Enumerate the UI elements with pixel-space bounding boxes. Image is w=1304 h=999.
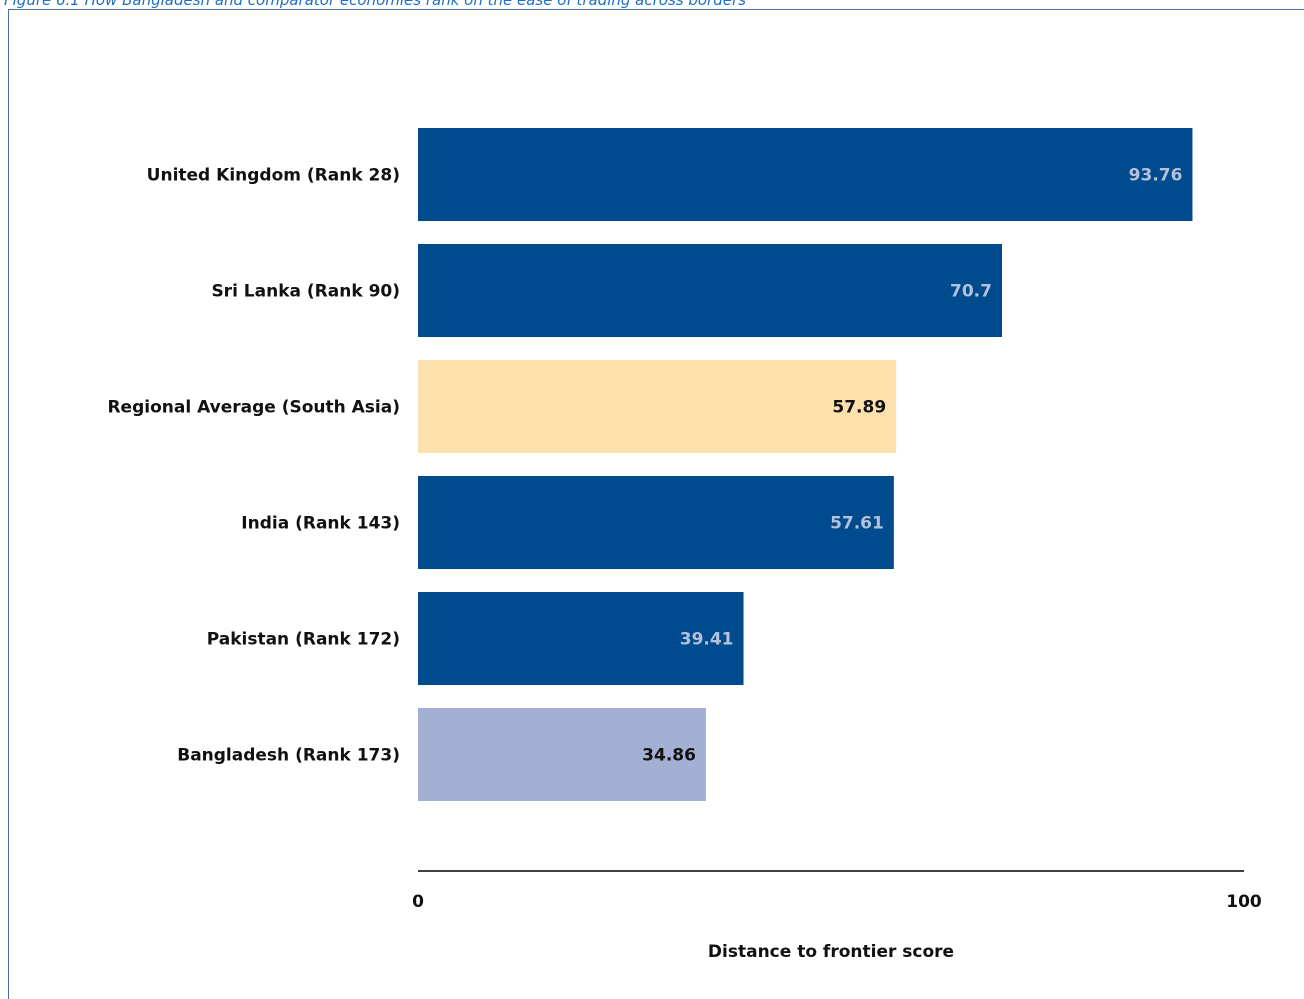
data-label-5: 34.86	[642, 746, 696, 766]
category-label-3: India (Rank 143)	[241, 514, 400, 534]
figure-frame	[8, 9, 1304, 999]
bar-4	[418, 592, 744, 685]
data-label-0: 93.76	[1129, 166, 1183, 186]
data-label-1: 70.7	[950, 282, 992, 302]
category-label-0: United Kingdom (Rank 28)	[147, 166, 400, 186]
category-label-5: Bangladesh (Rank 173)	[177, 746, 400, 766]
data-label-3: 57.61	[830, 514, 884, 534]
category-label-1: Sri Lanka (Rank 90)	[211, 282, 400, 302]
category-label-4: Pakistan (Rank 172)	[207, 630, 400, 650]
bars-layer: United Kingdom (Rank 28) 93.76 Sri Lanka (…	[107, 128, 1193, 801]
category-label-2: Regional Average (South Asia)	[107, 398, 400, 418]
bar-2	[418, 360, 897, 453]
bar-1	[418, 244, 1002, 337]
data-label-2: 57.89	[832, 398, 886, 418]
x-tick-label-0: 0	[412, 892, 424, 912]
x-tick-label-100: 100	[1226, 892, 1262, 912]
figure-caption: Figure 6.1 How Bangladesh and comparator…	[4, 0, 746, 9]
data-label-4: 39.41	[680, 630, 734, 650]
x-axis-title: Distance to frontier score	[708, 942, 954, 962]
bar-5	[418, 708, 706, 801]
bar-0	[418, 128, 1193, 221]
bar-3	[418, 476, 894, 569]
